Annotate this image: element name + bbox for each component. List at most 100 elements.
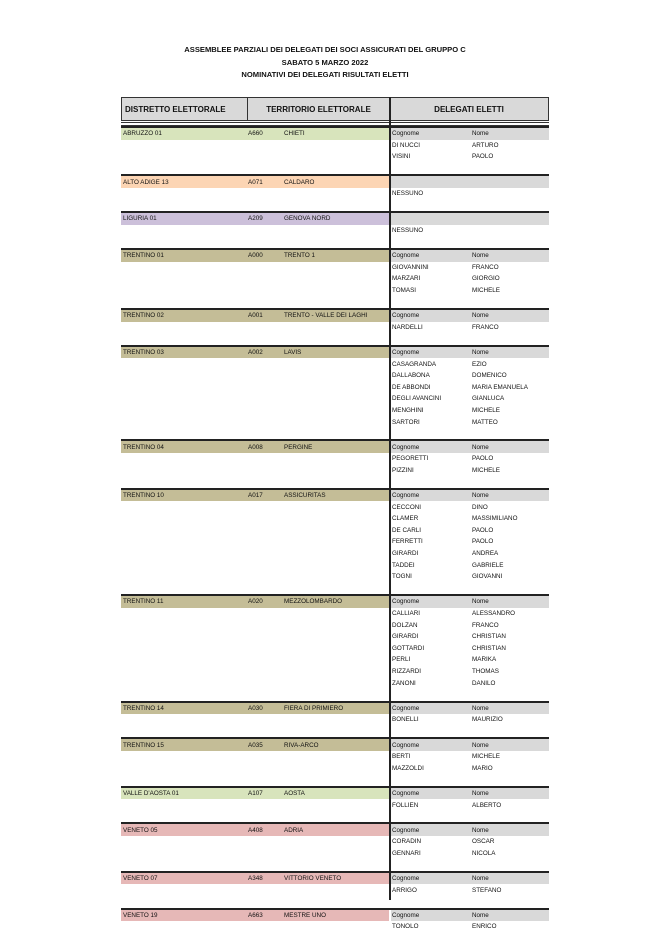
delegate-firstname: MARIA EMANUELA — [472, 383, 528, 391]
delegate-row: DE ABBONDI MARIA EMANUELA — [121, 381, 549, 393]
header-territorio: TERRITORIO ELETTORALE — [248, 98, 390, 120]
territory-name: TRENTO 1 — [284, 252, 316, 260]
district-name: ABRUZZO 01 — [123, 130, 162, 138]
district-group: LIGURIA 01 A209 GENOVA NORD NESSUNO — [121, 211, 549, 248]
territory-name: FIERA DI PRIMIERO — [284, 704, 344, 712]
delegate-surname: SARTORI — [392, 418, 420, 426]
delegate-surname: GIRARDI — [392, 633, 419, 641]
header-distretto: DISTRETTO ELETTORALE — [122, 98, 248, 120]
territory-code: A008 — [248, 443, 263, 451]
territory-name: GENOVA NORD — [284, 215, 331, 223]
delegates-header: Cognome Nome — [391, 824, 549, 837]
cognome-label: Cognome — [392, 875, 420, 883]
groups: ABRUZZO 01 A660 CHIETI Cognome Nome DI NUCCI A… — [121, 126, 549, 944]
district-info: LIGURIA 01 A209 GENOVA NORD — [121, 213, 389, 225]
delegate-surname: CECCONI — [392, 503, 422, 511]
nome-label: Nome — [472, 348, 489, 356]
cognome-label: Cognome — [392, 252, 420, 260]
delegates-header — [391, 176, 549, 188]
delegate-firstname: MAURIZIO — [472, 716, 503, 724]
delegate-firstname: MICHELE — [472, 287, 500, 295]
delegates-header: Cognome Nome — [391, 872, 549, 885]
territory-code: A071 — [248, 178, 263, 186]
district-info: VENETO 05 A408 ADRIA — [121, 824, 389, 837]
territory-code: A660 — [248, 130, 263, 138]
delegates-header: Cognome Nome — [391, 489, 549, 502]
delegate-row: TOMASI MICHELE — [121, 285, 549, 297]
delegate-firstname: FRANCO — [472, 263, 499, 271]
column-divider — [389, 97, 391, 900]
delegates-header: Cognome Nome — [391, 441, 549, 454]
district-info: TRENTINO 02 A001 TRENTO - VALLE DEI LAGHI — [121, 309, 389, 322]
territory-code: A030 — [248, 704, 263, 712]
delegate-firstname: MICHELE — [472, 466, 500, 474]
delegate-row: PEGORETTI PAOLO — [121, 453, 549, 465]
delegate-row: BONELLI MAURIZIO — [121, 714, 549, 726]
delegate-row: CALLIARI ALESSANDRO — [121, 608, 549, 620]
subtitle: NOMINATIVI DEI DELEGATI RISULTATI ELETTI — [241, 70, 409, 79]
nome-label: Nome — [472, 312, 489, 320]
delegate-firstname: ALESSANDRO — [472, 610, 516, 618]
district-row: VENETO 19 A663 MESTRE UNO Cognome Nome — [121, 909, 549, 922]
district-group: TRENTINO 10 A017 ASSICURITAS Cognome Nome CEC… — [121, 487, 549, 594]
delegate-firstname: GIANLUCA — [472, 395, 505, 403]
nome-label: Nome — [472, 789, 489, 797]
delegate-firstname: MASSIMILIANO — [472, 515, 518, 523]
delegate-firstname: MARIKA — [472, 656, 497, 664]
delegate-firstname: PAOLO — [472, 153, 494, 161]
delegate-row: GENNARI NICOLA — [121, 848, 549, 860]
delegate-surname: CASAGRANDA — [392, 360, 437, 368]
district-group: VENETO 07 A348 VITTORIO VENETO Cognome Nome A… — [121, 870, 549, 908]
delegate-firstname: FRANCO — [472, 323, 499, 331]
delegate-surname: GIOVANNINI — [392, 263, 429, 271]
delegates-table: DISTRETTO ELETTORALE TERRITORIO ELETTORA… — [121, 97, 549, 944]
delegate-surname: GOTTARDI — [392, 644, 425, 652]
delegate-row: DALLABONA DOMENICO — [121, 370, 549, 382]
district-group: TRENTINO 14 A030 FIERA DI PRIMIERO Cognome N… — [121, 700, 549, 738]
cognome-label: Cognome — [392, 789, 420, 797]
delegate-row: CASAGRANDA EZIO — [121, 358, 549, 370]
district-info: TRENTINO 03 A002 LAVIS — [121, 346, 389, 359]
district-info: TRENTINO 15 A035 RIVA-ARCO — [121, 739, 389, 751]
delegate-firstname: ALBERTO — [472, 801, 502, 809]
cognome-label: Cognome — [392, 741, 420, 749]
district-name: TRENTINO 14 — [123, 704, 164, 712]
district-info: VALLE D'AOSTA 01 A107 AOSTA — [121, 787, 389, 800]
delegate-row: MARZARI GIORGIO — [121, 273, 549, 285]
delegate-row: TOGNI GIOVANNI — [121, 571, 549, 583]
cognome-label: Cognome — [392, 492, 420, 500]
delegates-header: Cognome Nome — [391, 249, 549, 262]
delegate-row: NARDELLI FRANCO — [121, 322, 549, 334]
delegate-row: ZANONI DANILO — [121, 677, 549, 689]
territory-code: A663 — [248, 911, 263, 919]
district-row: ALTO ADIGE 13 A071 CALDARO — [121, 176, 549, 188]
delegate-firstname: MARIO — [472, 764, 493, 772]
delegate-row: GIRARDI CHRISTIAN — [121, 631, 549, 643]
district-group: TRENTINO 02 A001 TRENTO - VALLE DEI LAGHI C… — [121, 307, 549, 345]
delegate-surname: DI NUCCI — [392, 141, 420, 149]
cognome-label: Cognome — [392, 598, 420, 606]
district-group: VALLE D'AOSTA 01 A107 AOSTA Cognome Nome FOLL… — [121, 785, 549, 823]
delegate-row: NESSUNO — [121, 188, 549, 200]
territory-name: LAVIS — [284, 348, 302, 356]
territory-name: VITTORIO VENETO — [284, 875, 342, 883]
header-delegati: DELEGATI ELETTI — [434, 104, 504, 114]
territory-name: MEZZOLOMBARDO — [284, 598, 343, 606]
cognome-label: Cognome — [392, 911, 420, 919]
delegate-row: ARRIGO STEFANO — [121, 884, 549, 896]
delegates-header — [391, 213, 549, 225]
territory-code: A020 — [248, 598, 263, 606]
delegate-row: CECCONI DINO — [121, 501, 549, 513]
district-row: LIGURIA 01 A209 GENOVA NORD — [121, 213, 549, 225]
title-line: ASSEMBLEE PARZIALI DEI DELEGATI DEI SOCI… — [184, 45, 466, 54]
district-name: LIGURIA 01 — [123, 215, 157, 223]
district-info: VENETO 07 A348 VITTORIO VENETO — [121, 872, 389, 885]
district-name: VENETO 07 — [123, 875, 158, 883]
delegate-surname: MENGHINI — [392, 406, 424, 414]
territory-name: MESTRE UNO — [284, 911, 326, 919]
no-delegates: NESSUNO — [392, 227, 424, 235]
district-info: ALTO ADIGE 13 A071 CALDARO — [121, 176, 389, 188]
delegate-surname: ARRIGO — [392, 886, 417, 894]
nome-label: Nome — [472, 598, 489, 606]
delegate-row: TADDEI GABRIELE — [121, 559, 549, 571]
